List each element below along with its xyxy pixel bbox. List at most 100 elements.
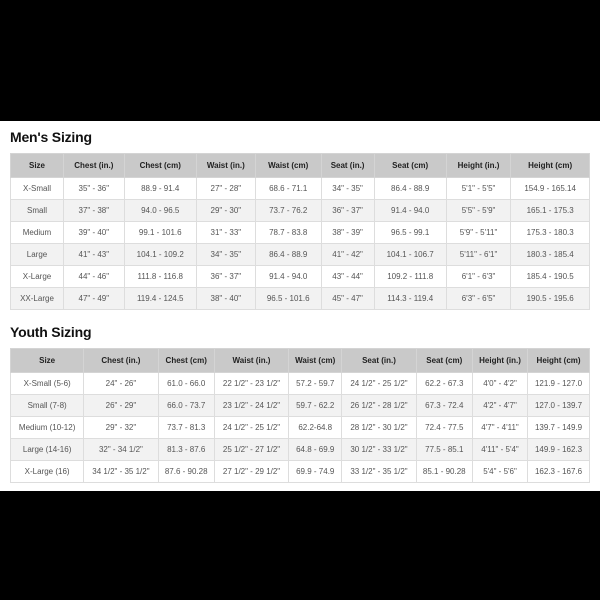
table-cell: Small — [10, 199, 64, 222]
table-cell: 27 1/2" - 29 1/2" — [213, 460, 290, 483]
table-cell: 5'5" - 5'9" — [445, 199, 512, 222]
column-header: Chest (in.) — [83, 348, 159, 373]
table-cell: 165.1 - 175.3 — [510, 199, 590, 222]
table-cell: Medium (10-12) — [9, 416, 85, 439]
column-header: Waist (in.) — [213, 348, 290, 373]
table-row: Small (7-8) 26" - 29" 66.0 - 73.7 23 1/2" -… — [9, 394, 590, 417]
table-cell: Small (7-8) — [9, 394, 85, 417]
mens-sizing-table: Size Chest (in.) Chest (cm) Waist (in.) Wais… — [10, 153, 590, 310]
table-cell: 91.4 - 94.0 — [254, 265, 322, 288]
table-row: Small 37" - 38" 94.0 - 96.5 29" - 30" 73.7 -… — [10, 199, 590, 222]
table-cell: 4'11" - 5'4" — [471, 438, 529, 461]
table-cell: 39" - 40" — [62, 221, 125, 244]
table-cell: Medium — [10, 221, 64, 244]
table-cell: 162.3 - 167.6 — [527, 460, 590, 483]
table-cell: 5'1" - 5'5" — [445, 177, 512, 200]
table-cell: 85.1 - 90.28 — [415, 460, 473, 483]
table-cell: 111.8 - 116.8 — [123, 265, 197, 288]
column-header: Waist (in.) — [195, 153, 256, 178]
table-cell: 66.0 - 73.7 — [157, 394, 215, 417]
table-cell: 26" - 29" — [83, 394, 159, 417]
table-cell: 104.1 - 109.2 — [123, 243, 197, 266]
table-row: Medium 39" - 40" 99.1 - 101.6 31" - 33" 78.7… — [10, 221, 590, 244]
table-cell: 121.9 - 127.0 — [527, 372, 590, 395]
table-cell: 38" - 39" — [320, 221, 375, 244]
table-row: Medium (10-12) 29" - 32" 73.7 - 81.3 24 1/2… — [9, 416, 590, 439]
table-cell: 62.2 - 67.3 — [415, 372, 473, 395]
table-cell: 73.7 - 81.3 — [157, 416, 215, 439]
table-cell: 96.5 - 99.1 — [373, 221, 447, 244]
table-cell: 57.2 - 59.7 — [288, 372, 343, 395]
table-cell: 149.9 - 162.3 — [527, 438, 590, 461]
table-row: X-Small 35" - 36" 88.9 - 91.4 27" - 28" 68.6… — [10, 177, 590, 200]
header-row: Size Chest (in.) Chest (cm) Waist (in.) Wais… — [9, 348, 590, 373]
column-header: Height (in.) — [471, 348, 529, 373]
table-cell: 37" - 38" — [62, 199, 125, 222]
column-header: Waist (cm) — [288, 348, 343, 373]
column-header: Seat (in.) — [320, 153, 375, 178]
table-row: X-Large (16) 34 1/2" - 35 1/2" 87.6 - 90.2… — [9, 460, 590, 483]
column-header: Seat (cm) — [415, 348, 473, 373]
table-cell: 25 1/2" - 27 1/2" — [213, 438, 290, 461]
table-cell: 34" - 35" — [195, 243, 256, 266]
table-cell: 109.2 - 111.8 — [373, 265, 447, 288]
table-cell: Large — [10, 243, 64, 266]
table-cell: 30 1/2" - 33 1/2" — [341, 438, 417, 461]
youth-sizing-title: Youth Sizing — [10, 324, 92, 340]
table-cell: 36" - 37" — [320, 199, 375, 222]
table-cell: X-Large (16) — [9, 460, 85, 483]
table-cell: 5'9" - 5'11" — [445, 221, 512, 244]
table-cell: 5'4" - 5'6" — [471, 460, 529, 483]
table-cell: 23 1/2" - 24 1/2" — [213, 394, 290, 417]
letterbox-bottom-bar — [0, 491, 600, 600]
table-cell: 44" - 46" — [62, 265, 125, 288]
column-header: Seat (in.) — [341, 348, 417, 373]
table-cell: 27" - 28" — [195, 177, 256, 200]
table-cell: 6'1" - 6'3" — [445, 265, 512, 288]
table-cell: 24 1/2" - 25 1/2" — [341, 372, 417, 395]
table-cell: 127.0 - 139.7 — [527, 394, 590, 417]
table-cell: 94.0 - 96.5 — [123, 199, 197, 222]
table-row: Large 41" - 43" 104.1 - 109.2 34" - 35" 86.4… — [10, 243, 590, 266]
table-cell: 91.4 - 94.0 — [373, 199, 447, 222]
table-row: X-Small (5-6) 24" - 26" 61.0 - 66.0 22 1/2"… — [9, 372, 590, 395]
table-cell: 68.6 - 71.1 — [254, 177, 322, 200]
table-cell: 119.4 - 124.5 — [123, 287, 197, 310]
table-cell: 41" - 42" — [320, 243, 375, 266]
table-cell: 104.1 - 106.7 — [373, 243, 447, 266]
table-cell: 185.4 - 190.5 — [510, 265, 590, 288]
letterbox-top-bar — [0, 0, 600, 121]
table-cell: 4'2" - 4'7" — [471, 394, 529, 417]
column-header: Waist (cm) — [254, 153, 322, 178]
column-header: Chest (cm) — [123, 153, 197, 178]
table-cell: 29" - 30" — [195, 199, 256, 222]
mens-sizing-title: Men's Sizing — [10, 129, 92, 145]
table-cell: 24" - 26" — [83, 372, 159, 395]
table-cell: Large (14-16) — [9, 438, 85, 461]
table-cell: 45" - 47" — [320, 287, 375, 310]
table-cell: X-Small (5-6) — [9, 372, 85, 395]
table-cell: 38" - 40" — [195, 287, 256, 310]
column-header: Chest (in.) — [62, 153, 125, 178]
table-cell: 29" - 32" — [83, 416, 159, 439]
table-cell: 114.3 - 119.4 — [373, 287, 447, 310]
table-cell: 99.1 - 101.6 — [123, 221, 197, 244]
table-cell: 78.7 - 83.8 — [254, 221, 322, 244]
table-cell: X-Small — [10, 177, 64, 200]
table-cell: 41" - 43" — [62, 243, 125, 266]
table-cell: X-Large — [10, 265, 64, 288]
table-cell: 34 1/2" - 35 1/2" — [83, 460, 159, 483]
table-cell: 59.7 - 62.2 — [288, 394, 343, 417]
table-cell: 26 1/2" - 28 1/2" — [341, 394, 417, 417]
table-cell: 4'7" - 4'11" — [471, 416, 529, 439]
table-cell: 32" - 34 1/2" — [83, 438, 159, 461]
table-cell: 180.3 - 185.4 — [510, 243, 590, 266]
table-cell: 43" - 44" — [320, 265, 375, 288]
column-header: Height (cm) — [510, 153, 590, 178]
table-cell: 154.9 - 165.14 — [510, 177, 590, 200]
table-row: Large (14-16) 32" - 34 1/2" 81.3 - 87.6 25 … — [9, 438, 590, 461]
youth-sizing-table: Size Chest (in.) Chest (cm) Waist (in.) Wais… — [9, 348, 590, 483]
header-row: Size Chest (in.) Chest (cm) Waist (in.) Wais… — [10, 153, 590, 178]
table-row: X-Large 44" - 46" 111.8 - 116.8 36" - 37" 91… — [10, 265, 590, 288]
table-cell: 34" - 35" — [320, 177, 375, 200]
